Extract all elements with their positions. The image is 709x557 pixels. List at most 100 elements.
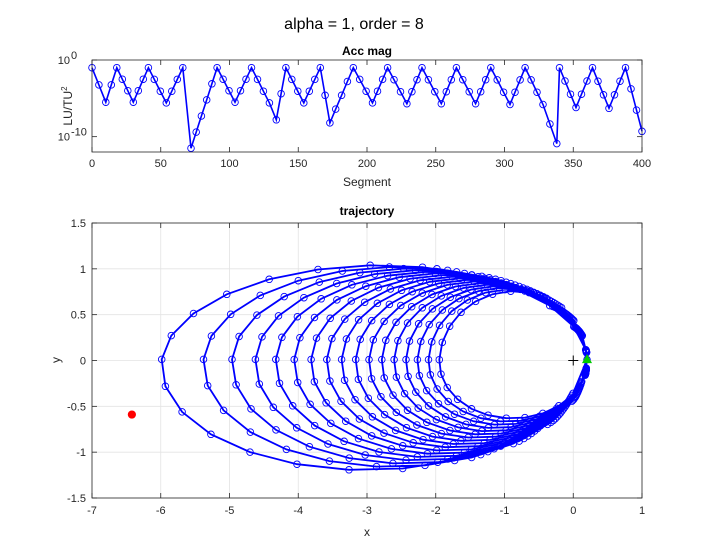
acc-mag-point bbox=[129, 98, 138, 106]
figure-title: alpha = 1, order = 8 bbox=[284, 16, 424, 33]
trajectory-point bbox=[380, 374, 388, 382]
trajectory-point bbox=[434, 399, 443, 408]
trajectory-point bbox=[432, 446, 441, 455]
acc-mag-point bbox=[431, 87, 439, 96]
acc-mag-point bbox=[610, 91, 619, 99]
trajectory-point bbox=[282, 445, 291, 454]
trajectory-point bbox=[269, 403, 278, 412]
trajectory-point bbox=[207, 430, 215, 439]
trajectory-point bbox=[413, 421, 421, 429]
trajectory-point bbox=[251, 355, 260, 364]
trajectory-point bbox=[424, 355, 433, 364]
trajectory-point bbox=[553, 404, 561, 413]
trajectory-point bbox=[367, 432, 376, 440]
trajectory-point bbox=[557, 303, 566, 312]
trajectory-point bbox=[434, 279, 443, 288]
trajectory-point bbox=[397, 301, 405, 310]
trajectory-point bbox=[521, 287, 529, 295]
trajectory-xtick-label: -5 bbox=[225, 505, 235, 517]
acc-mag-point bbox=[418, 63, 426, 72]
acc-mag-ytick-label: 10 bbox=[58, 132, 70, 144]
trajectory-point bbox=[467, 453, 476, 462]
trajectory-point bbox=[435, 321, 444, 330]
acc-mag-point bbox=[516, 76, 524, 84]
trajectory-point bbox=[438, 306, 447, 314]
trajectory-point bbox=[354, 375, 363, 384]
trajectory-point bbox=[272, 426, 280, 434]
trajectory-point bbox=[342, 335, 351, 343]
trajectory-point bbox=[562, 401, 570, 409]
trajectory-point bbox=[419, 435, 427, 444]
trajectory-point bbox=[484, 411, 492, 419]
trajectory-point bbox=[310, 313, 319, 322]
trajectory-point bbox=[480, 439, 488, 447]
trajectory-point bbox=[418, 304, 427, 312]
acc-mag-xtick-label: 200 bbox=[358, 158, 376, 170]
trajectory-point bbox=[278, 333, 286, 342]
trajectory-point bbox=[521, 413, 529, 422]
trajectory-point bbox=[424, 402, 433, 410]
acc-mag-point bbox=[253, 75, 262, 84]
trajectory-point bbox=[502, 414, 511, 422]
trajectory-point bbox=[440, 271, 448, 279]
trajectory-point bbox=[338, 267, 347, 275]
trajectory-point bbox=[392, 373, 401, 381]
trajectory-point bbox=[555, 302, 564, 311]
acc-mag-point bbox=[506, 100, 514, 109]
acc-mag-point bbox=[383, 63, 392, 72]
trajectory-point bbox=[512, 284, 520, 292]
acc-mag-point bbox=[373, 87, 382, 95]
start-point-marker bbox=[127, 410, 136, 419]
acc-mag-point bbox=[583, 77, 591, 85]
trajectory-point bbox=[392, 408, 401, 417]
trajectory-point bbox=[495, 284, 504, 292]
trajectory-point bbox=[345, 454, 353, 462]
trajectory-point bbox=[400, 389, 409, 398]
trajectory-point bbox=[341, 417, 350, 425]
acc-mag-point bbox=[288, 75, 296, 84]
acc-mag-point bbox=[156, 87, 165, 95]
trajectory-point bbox=[414, 320, 423, 328]
trajectory-point bbox=[417, 337, 425, 346]
acc-mag-xtick-label: 300 bbox=[495, 158, 513, 170]
acc-mag-point bbox=[225, 86, 233, 95]
trajectory-point bbox=[486, 436, 494, 444]
acc-mag-point bbox=[616, 77, 624, 85]
trajectory-point bbox=[402, 423, 411, 432]
acc-mag-point bbox=[107, 81, 116, 89]
trajectory-point bbox=[326, 314, 334, 323]
acc-mag-point bbox=[168, 87, 176, 95]
trajectory-point bbox=[157, 355, 166, 364]
trajectory-point bbox=[470, 277, 478, 286]
acc-mag-xtick-label: 150 bbox=[289, 158, 307, 170]
acc-mag-point bbox=[277, 89, 285, 98]
trajectory-point bbox=[471, 297, 480, 306]
trajectory-point bbox=[457, 308, 465, 317]
acc-mag-point bbox=[321, 91, 329, 100]
acc-mag-point bbox=[113, 63, 121, 72]
acc-mag-point bbox=[555, 63, 564, 72]
acc-mag-point bbox=[588, 63, 597, 72]
acc-mag-point bbox=[481, 75, 490, 84]
acc-mag-title: Acc mag bbox=[342, 44, 392, 58]
trajectory-point bbox=[351, 395, 359, 404]
acc-mag-point bbox=[452, 63, 461, 72]
trajectory-point bbox=[347, 297, 356, 305]
trajectory-point bbox=[253, 311, 261, 319]
acc-mag-point bbox=[368, 99, 377, 107]
trajectory-point bbox=[467, 405, 476, 413]
acc-mag-point bbox=[577, 90, 586, 98]
trajectory-point bbox=[364, 394, 373, 402]
acc-mag-xtick-label: 0 bbox=[89, 158, 95, 170]
acc-mag-point bbox=[247, 63, 256, 72]
acc-mag-point bbox=[605, 104, 613, 113]
trajectory-point bbox=[402, 456, 410, 464]
trajectory-point bbox=[395, 273, 404, 281]
acc-mag-point bbox=[553, 139, 561, 148]
trajectory-xtick-label: -4 bbox=[293, 505, 303, 517]
trajectory-point bbox=[463, 296, 472, 304]
trajectory-point bbox=[422, 386, 431, 395]
acc-mag-point bbox=[476, 87, 485, 96]
trajectory-point bbox=[526, 287, 535, 295]
trajectory-point bbox=[450, 410, 459, 418]
